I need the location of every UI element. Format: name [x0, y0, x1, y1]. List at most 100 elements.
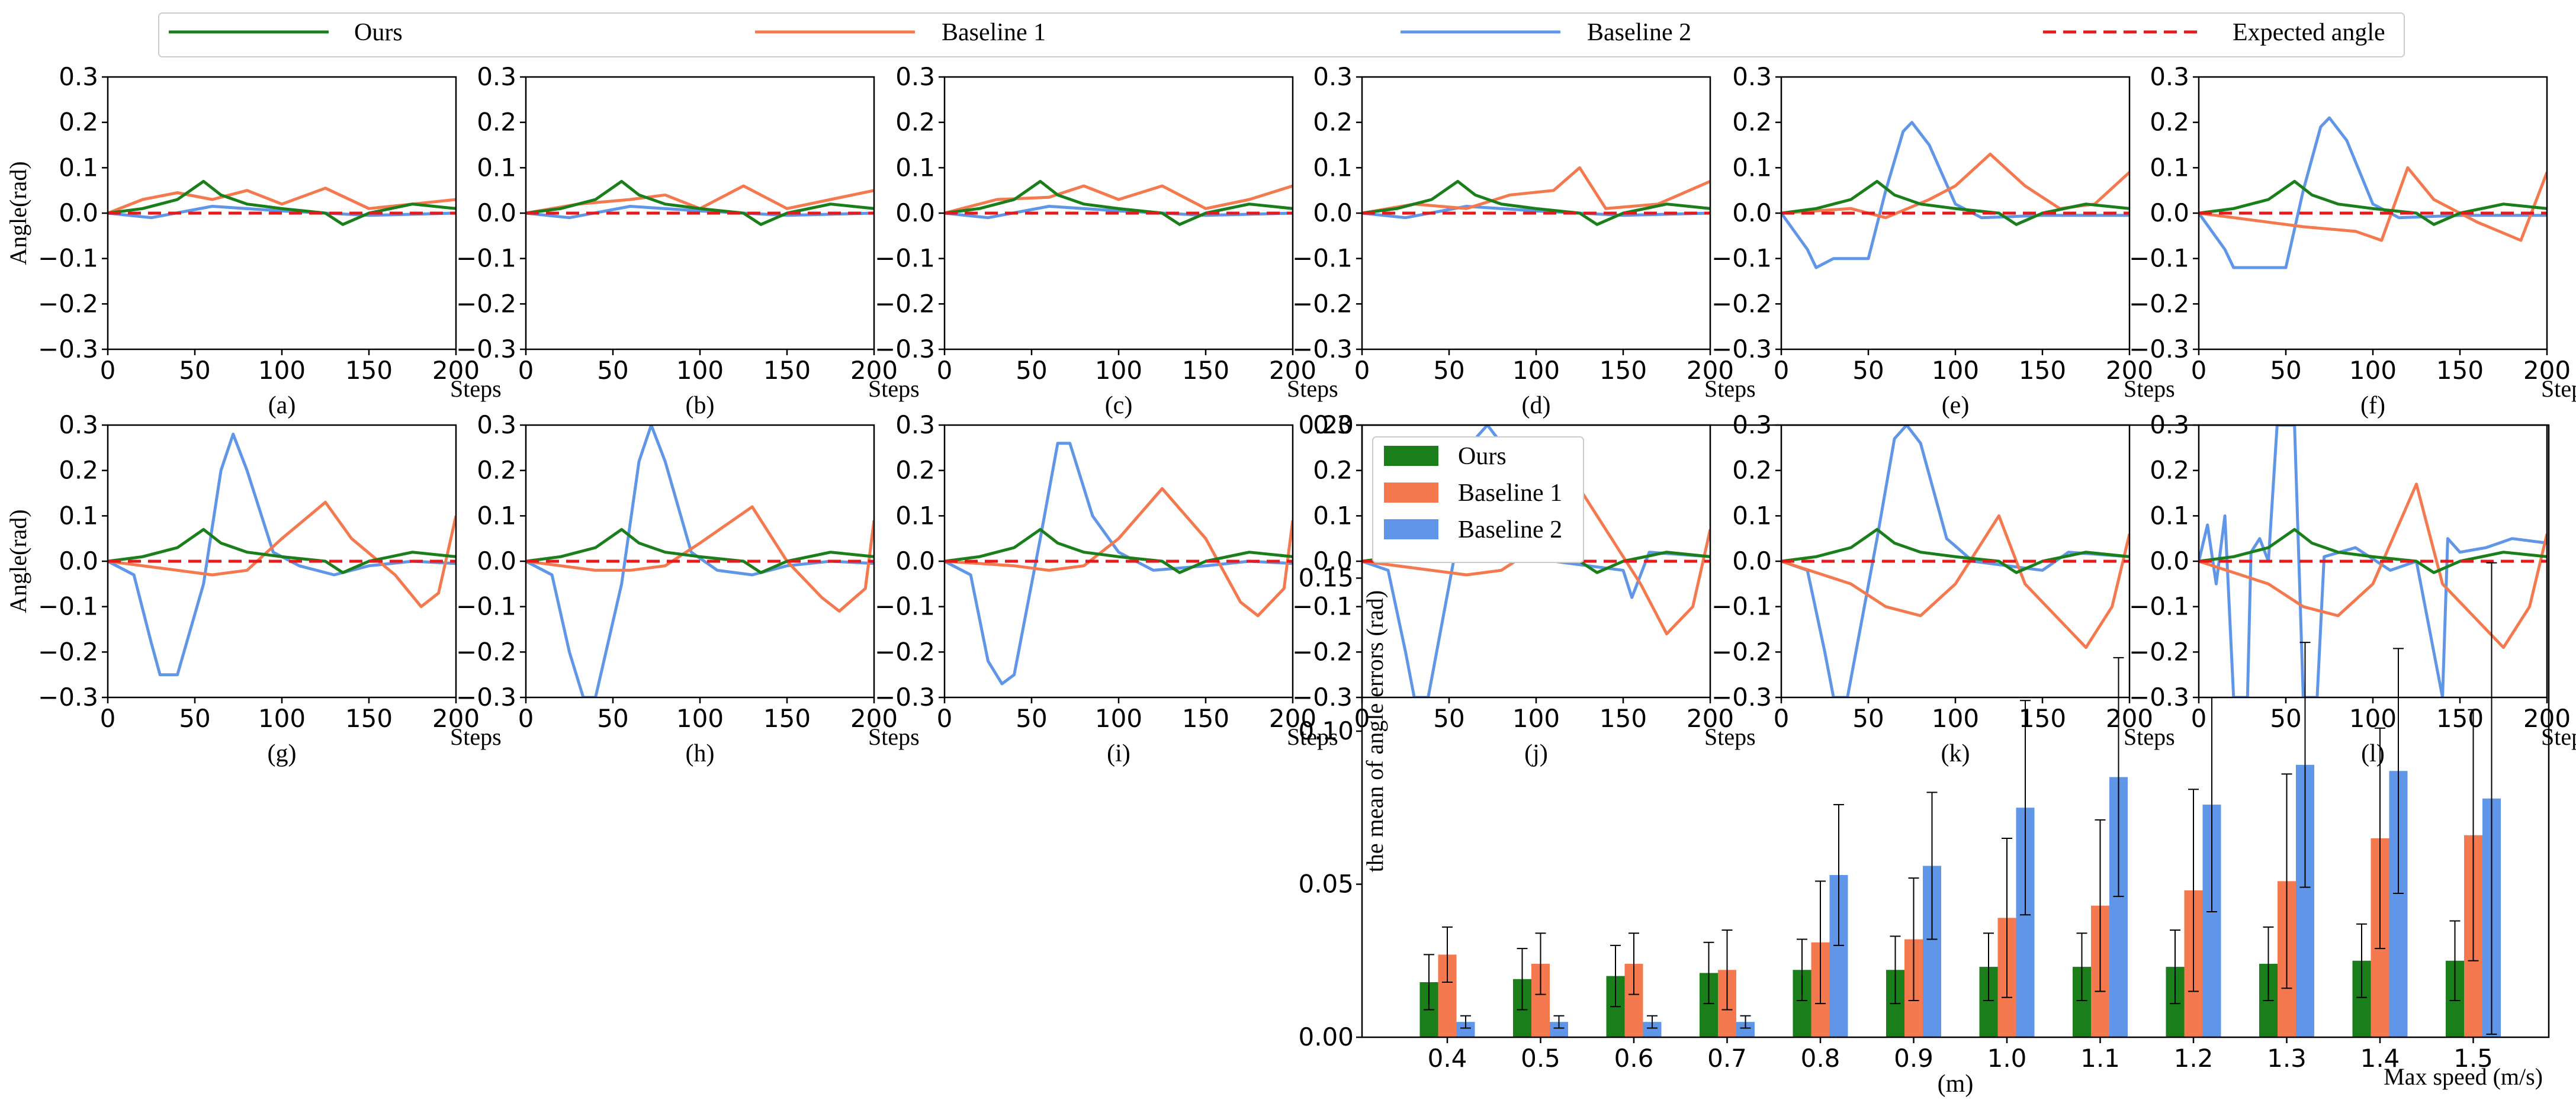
- ours-series-line: [1362, 179, 1710, 226]
- baseline2-series-line: [526, 205, 874, 220]
- y-tick-label: 0.1: [2150, 501, 2189, 530]
- panel-c: 0.3 0.2 0.1 0.0 −0.1 −0.2 −0.30 50 100 150 200Step…: [875, 62, 1338, 419]
- bar-x-tick-label: 0.5: [1521, 1044, 1560, 1073]
- x-tick-label: 150: [1599, 704, 1647, 733]
- bar-x-tick-label: 0.4: [1428, 1044, 1467, 1073]
- x-tick-label: 0: [2191, 704, 2207, 733]
- bar-caption: (m): [1938, 1070, 1974, 1098]
- y-tick-label: 0.1: [1732, 501, 1772, 530]
- y-tick-label: 0.0: [1313, 198, 1353, 227]
- panel-e: 0.3 0.2 0.1 0.0 −0.1 −0.2 −0.30 50 100 150 200Step…: [1711, 62, 2175, 419]
- y-tick-label: 0.2: [2150, 108, 2189, 137]
- bar-x-tick-label: 1.0: [1987, 1044, 2027, 1073]
- y-tick-label: −0.2: [456, 637, 516, 666]
- ours-series-line: [945, 528, 1293, 574]
- y-axis-label: Angle(rad): [5, 509, 31, 613]
- y-tick-label: 0.1: [59, 153, 98, 182]
- x-axis-label: Steps: [450, 375, 502, 402]
- y-tick-label: −0.2: [38, 637, 98, 666]
- y-tick-label: 0.3: [477, 62, 516, 91]
- x-tick-label: 200: [850, 704, 898, 733]
- y-tick-label: 0.3: [2150, 62, 2189, 91]
- panel-caption: (c): [1105, 392, 1133, 419]
- x-tick-label: 0: [937, 356, 953, 385]
- y-tick-label: 0.0: [2150, 546, 2189, 575]
- x-tick-label: 200: [1269, 356, 1316, 385]
- x-tick-label: 50: [1852, 704, 1884, 733]
- baseline2-series-line: [526, 425, 874, 697]
- y-tick-label: 0.1: [895, 153, 935, 182]
- plot-area: [108, 179, 456, 226]
- y-tick-label: 0.1: [1313, 153, 1353, 182]
- bar-x-tick-label: 0.6: [1614, 1044, 1654, 1073]
- baseline2-series-line: [2199, 116, 2547, 269]
- y-tick-label: 0.1: [2150, 153, 2189, 182]
- bar-legend-label-baseline2: Baseline 2: [1458, 516, 1562, 543]
- baseline2-series-line: [108, 432, 456, 677]
- bar-chart-m: 0.000.050.100.150.200.4 0.5 0.6 0.7 0.8 0.9 1.…: [1298, 410, 2550, 1098]
- baseline1-series-line: [108, 186, 456, 215]
- y-tick-label: −0.3: [1292, 683, 1353, 712]
- plot-area: [1362, 166, 1710, 226]
- plot-area: [526, 425, 874, 697]
- x-tick-label: 0: [1774, 356, 1790, 385]
- x-tick-label: 0: [518, 704, 534, 733]
- y-tick-label: 0.1: [477, 153, 516, 182]
- x-tick-label: 150: [345, 704, 393, 733]
- baseline1-series-line: [945, 487, 1293, 617]
- baseline2-series-line: [1362, 425, 1710, 697]
- panel-a: 0.3 0.2 0.1 0.0 −0.1 −0.2 −0.30 50 100 150 200Step…: [5, 62, 502, 419]
- y-tick-label: −0.1: [1711, 244, 1772, 273]
- y-tick-label: 0.0: [895, 198, 935, 227]
- bar-x-tick-label: 1.2: [2174, 1044, 2214, 1073]
- legend-ours-label: Ours: [354, 19, 403, 46]
- bar-x-tick-label: 1.4: [2360, 1044, 2400, 1073]
- y-tick-label: −0.1: [875, 244, 935, 273]
- x-tick-label: 100: [1512, 356, 1560, 385]
- panel-caption: (h): [686, 740, 715, 767]
- panel-i: 0.3 0.2 0.1 0.0 −0.1 −0.2 −0.30 50 100 150 200Step…: [875, 410, 1338, 767]
- y-tick-label: −0.3: [38, 683, 98, 712]
- y-tick-label: −0.2: [1292, 289, 1353, 318]
- x-axis-label: Steps: [1704, 375, 1756, 402]
- ours-series-line: [2199, 179, 2547, 226]
- x-axis-label: Steps: [1704, 723, 1756, 750]
- panel-l: 0.30.20.10.0−0.1−0.2−0.3050100150200Step…: [2129, 410, 2576, 767]
- x-tick-label: 50: [179, 704, 210, 733]
- y-tick-label: −0.3: [875, 334, 935, 364]
- bar-x-tick-label: 1.1: [2080, 1044, 2120, 1073]
- x-tick-label: 200: [432, 704, 480, 733]
- bar-legend-label-baseline1: Baseline 1: [1458, 480, 1562, 507]
- x-axis-label: Steps: [868, 375, 920, 402]
- ours-series-line: [1781, 528, 2129, 574]
- panel-caption: (f): [2360, 392, 2385, 419]
- plot-area: [945, 179, 1293, 226]
- x-tick-label: 150: [345, 356, 393, 385]
- line-panels: 0.30.20.10.0−0.1−0.2−0.30 50 100 150 200Step…: [5, 62, 2576, 767]
- x-tick-label: 0: [1774, 704, 1790, 733]
- baseline2-series-line: [2199, 425, 2547, 697]
- x-tick-label: 50: [179, 356, 210, 385]
- panel-caption: (e): [1942, 392, 1970, 419]
- y-tick-label: 0.0: [477, 198, 516, 227]
- y-tick-label: −0.2: [456, 289, 516, 318]
- bar-series-baseline1: [1438, 709, 2482, 1037]
- legend-baseline1-label: Baseline 1: [942, 19, 1046, 46]
- y-tick-label: 0.3: [895, 410, 935, 439]
- x-tick-label: 50: [1016, 356, 1047, 385]
- y-tick-label: 0.2: [1732, 456, 1772, 485]
- y-tick-label: −0.3: [456, 683, 516, 712]
- bar-y-tick-label: 0.00: [1298, 1022, 1354, 1051]
- y-tick-label: 0.0: [59, 198, 98, 227]
- y-tick-label: −0.1: [1292, 244, 1353, 273]
- panel-caption: (a): [268, 392, 296, 419]
- x-tick-label: 150: [2436, 356, 2484, 385]
- baseline1-series-line: [1362, 166, 1710, 215]
- y-tick-label: 0.1: [895, 501, 935, 530]
- x-axis-label: Steps: [2124, 723, 2175, 750]
- baseline2-series-line: [1781, 121, 2129, 269]
- y-tick-label: 0.1: [59, 501, 98, 530]
- bar-legend-swatch-baseline1: [1384, 483, 1438, 503]
- x-tick-label: 100: [1095, 356, 1142, 385]
- y-tick-label: −0.1: [1711, 592, 1772, 621]
